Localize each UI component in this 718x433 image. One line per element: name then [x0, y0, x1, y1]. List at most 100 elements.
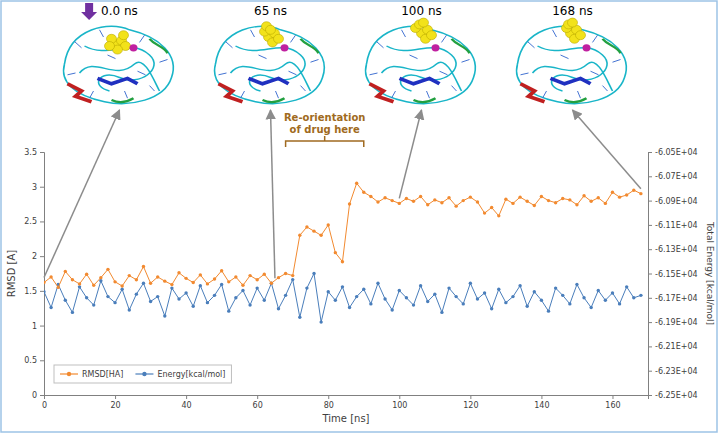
series-marker	[113, 280, 116, 283]
series-marker	[49, 306, 52, 309]
series-marker	[241, 289, 244, 292]
series-marker	[497, 288, 500, 291]
y-axis-tick-mark	[40, 221, 44, 222]
x-axis-tick: 140	[534, 395, 549, 410]
y-axis-tick-label: 3	[32, 183, 37, 192]
series-marker	[106, 295, 109, 298]
series-marker	[255, 278, 258, 281]
y-axis-line	[40, 153, 45, 396]
series-marker	[170, 286, 173, 289]
series-marker	[156, 295, 159, 298]
series-marker	[184, 277, 187, 280]
series-marker	[476, 200, 479, 203]
x-axis-tick: 160	[605, 395, 620, 410]
series-marker	[390, 308, 393, 311]
y2-axis-tick: -6.13E+04	[648, 245, 698, 254]
series-marker	[270, 282, 273, 285]
y-axis-tick: 3.5	[24, 148, 44, 157]
protein-sidechains	[521, 30, 621, 98]
y2-axis-tick-mark	[648, 249, 652, 250]
y2-axis-tick-label: -6.15E+04	[655, 270, 698, 279]
snapshot-label: 168 ns	[552, 4, 593, 18]
series-marker	[447, 286, 450, 289]
y-axis-tick-mark	[40, 256, 44, 257]
series-marker	[135, 278, 138, 281]
series-marker	[398, 202, 401, 205]
series-marker	[327, 290, 330, 293]
series-marker	[611, 191, 614, 194]
series-marker	[227, 280, 230, 283]
x-axis-tick-label: 60	[253, 401, 263, 410]
x-axis-tick: 100	[392, 395, 407, 410]
series-marker	[128, 274, 131, 277]
series-marker	[476, 297, 479, 300]
series-marker	[64, 299, 67, 302]
series-marker	[199, 273, 202, 276]
series-marker	[554, 201, 557, 204]
series-marker	[298, 234, 301, 237]
series-marker	[170, 283, 173, 286]
y2-axis-tick: -6.15E+04	[648, 270, 698, 279]
x-axis-title: Time [ns]	[321, 413, 369, 424]
series-marker	[334, 251, 337, 254]
series-marker	[383, 297, 386, 300]
series-marker	[561, 197, 564, 200]
series-marker	[568, 198, 571, 201]
series-marker	[362, 288, 365, 291]
series-marker	[490, 307, 493, 310]
series-marker	[92, 303, 95, 306]
series-marker	[163, 279, 166, 282]
series-marker	[490, 206, 493, 209]
x-axis-tick: 20	[110, 395, 120, 410]
snapshot-arrow	[573, 110, 641, 189]
series-marker	[270, 282, 273, 285]
x-axis-tick-mark	[399, 395, 400, 399]
series-marker	[341, 285, 344, 288]
x-axis-tick-label: 0	[42, 401, 47, 410]
series-marker	[540, 299, 543, 302]
y2-axis-tick-label: -6.23E+04	[655, 367, 698, 376]
ligand-atom	[274, 34, 284, 43]
x-axis-tick-label: 120	[463, 401, 478, 410]
series-marker	[533, 290, 536, 293]
series-marker	[227, 309, 230, 312]
series-marker	[398, 289, 401, 292]
series-marker	[277, 307, 280, 310]
series-marker	[355, 182, 358, 185]
series-marker	[149, 300, 152, 303]
series-marker	[348, 306, 351, 309]
protein-snapshot	[215, 22, 325, 104]
series-marker	[433, 198, 436, 201]
legend: RMSD[HA]Energy[kcal/mol]	[54, 365, 231, 383]
ligand-atom	[568, 18, 578, 27]
series-marker	[597, 289, 600, 292]
series-marker	[369, 302, 372, 305]
series-marker	[632, 296, 635, 299]
x-axis-tick: 60	[253, 395, 263, 410]
x-axis-tick-mark	[186, 395, 187, 399]
protein-snapshot	[517, 18, 627, 103]
series-marker	[639, 294, 642, 297]
y2-axis-tick-label: -6.05E+04	[655, 148, 698, 157]
series-marker	[44, 290, 46, 293]
protein-sheet	[370, 84, 394, 102]
series-marker	[412, 303, 415, 306]
series-marker	[426, 203, 429, 206]
series-line	[44, 274, 641, 323]
y2-axis: -6.05E+04-6.07E+04-6.09E+04-6.11E+04-6.1…	[648, 148, 698, 400]
series-marker	[504, 301, 507, 304]
protein-sidechains	[219, 30, 319, 98]
series-marker	[589, 306, 592, 309]
series-marker	[625, 285, 628, 288]
series-marker	[604, 299, 607, 302]
series-marker	[575, 203, 578, 206]
y2-axis-line	[649, 153, 653, 396]
series-marker	[419, 284, 422, 287]
series-marker	[575, 283, 578, 286]
series-marker	[561, 294, 564, 297]
series-marker	[518, 284, 521, 287]
series-marker	[113, 301, 116, 304]
series-marker	[547, 199, 550, 202]
x-axis: 020406080100120140160	[42, 395, 649, 410]
protein-backbone	[517, 26, 627, 103]
